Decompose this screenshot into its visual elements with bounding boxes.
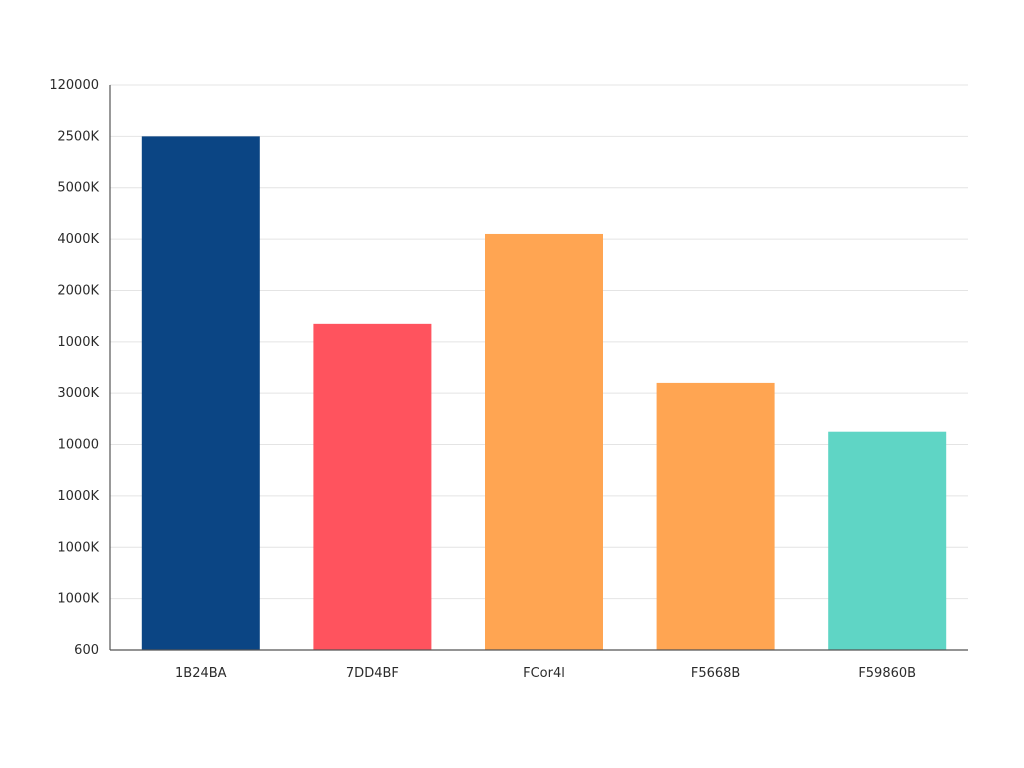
bar-fcor4l <box>485 233 603 651</box>
bar-f59860b <box>828 431 947 650</box>
y-tick-labels: 600 1000K 1000K 1000K 10000 3000K 1000K 2000K 40… <box>49 78 99 658</box>
y-tick-label: 2000K <box>57 283 99 298</box>
y-tick-label: 5000K <box>57 181 99 196</box>
y-tick-label: 1000K <box>57 335 99 350</box>
y-tick-label: 1000K <box>57 592 99 607</box>
y-tick-label: 120000 <box>49 78 99 93</box>
bar-7dd4bf <box>313 323 432 650</box>
y-tick-label: 10000 <box>58 438 99 453</box>
x-category-label: 7DD4BF <box>346 666 399 681</box>
axes <box>109 85 968 651</box>
y-tick-label: 1000K <box>57 540 99 555</box>
y-tick-label: 600 <box>74 643 99 658</box>
x-category-label: FCor4l <box>523 666 565 681</box>
y-tick-label: 2500K <box>57 129 99 144</box>
y-tick-label: 3000K <box>57 386 99 401</box>
x-category-label: 1B24BA <box>175 666 227 681</box>
bars <box>141 136 947 651</box>
x-category-label: F59860B <box>858 666 916 681</box>
bar-f5668b <box>656 382 775 650</box>
x-category-labels: 1B24BA 7DD4BF FCor4l F5668B F59860B <box>175 666 916 681</box>
bar-1b24ba <box>141 136 260 650</box>
y-tick-label: 4000K <box>57 232 99 247</box>
x-category-label: F5668B <box>691 666 740 681</box>
y-tick-label: 1000K <box>57 489 99 504</box>
